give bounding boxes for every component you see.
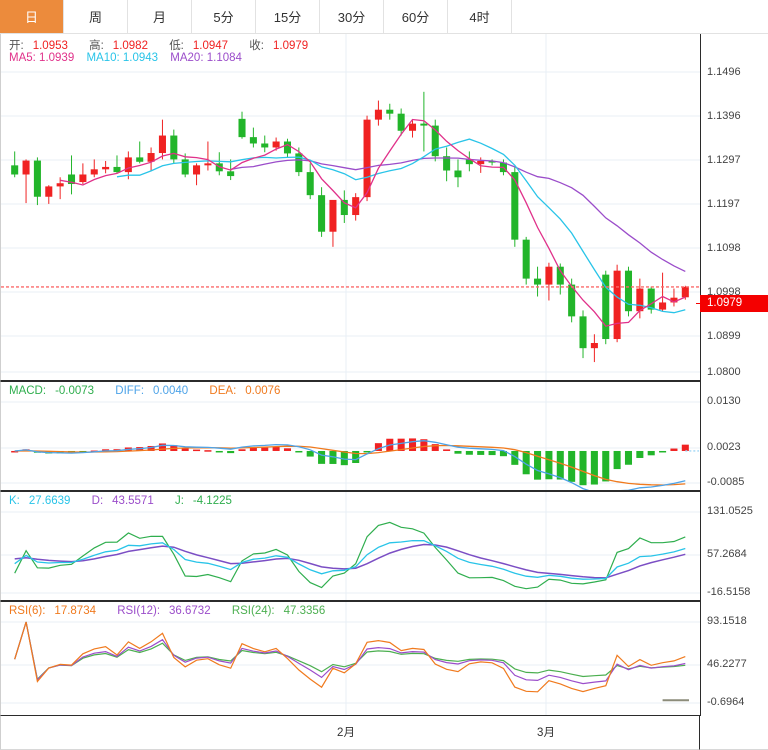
x-axis-right-pad <box>700 716 768 750</box>
tab-60min[interactable]: 60分 <box>384 0 448 33</box>
ma20-value: 1.1084 <box>206 52 242 64</box>
tab-month[interactable]: 月 <box>128 0 192 33</box>
x-axis: 2月 3月 <box>0 716 700 750</box>
tab-label: 月 <box>152 10 166 25</box>
tab-15min[interactable]: 15分 <box>256 0 320 33</box>
kdj-axis-label: 131.0525 <box>707 505 753 517</box>
price-axis-label: 1.1396 <box>707 110 741 122</box>
tab-day[interactable]: 日 <box>0 0 64 33</box>
ma5-label: MA5: <box>9 52 36 64</box>
tab-label: 30分 <box>337 10 366 25</box>
price-panel[interactable]: 开: 1.0953 高: 1.0982 低: 1.0947 收: 1.0979 MA5:… <box>0 34 700 381</box>
macd-axis-label: 0.0130 <box>707 395 741 407</box>
chart-frame: 开: 1.0953 高: 1.0982 低: 1.0947 收: 1.0979 MA5:… <box>0 34 768 750</box>
kdj-axis: 131.0525 57.2684 -16.5158 <box>700 491 768 601</box>
rsi-axis-label: 46.2277 <box>707 658 747 670</box>
tab-5min[interactable]: 5分 <box>192 0 256 33</box>
ma10-label: MA10: <box>86 52 120 64</box>
price-axis-label: 1.0899 <box>707 330 741 342</box>
price-axis: 1.1496 1.1396 1.1297 1.1197 1.1098 1.099… <box>700 34 768 381</box>
macd-axis-label: 0.0023 <box>707 441 741 453</box>
price-axis-label: 1.1496 <box>707 66 741 78</box>
tab-30min[interactable]: 30分 <box>320 0 384 33</box>
rsi-chart-svg <box>1 602 700 715</box>
rsi-axis-label: -0.6964 <box>707 696 745 708</box>
ma10-value: 1.0943 <box>122 52 159 64</box>
rsi-axis: 93.1518 46.2277 -0.6964 <box>700 601 768 716</box>
price-axis-label: 1.1098 <box>707 242 741 254</box>
tab-label: 60分 <box>401 10 430 25</box>
rsi-panel[interactable]: RSI(6): 17.8734 RSI(12): 36.6732 RSI(24): 4… <box>0 601 700 716</box>
tab-label: 日 <box>24 10 38 25</box>
ma5-value: 1.0939 <box>39 52 75 64</box>
price-axis-label: 1.0800 <box>707 366 741 378</box>
tab-4hour[interactable]: 4时 <box>448 0 512 33</box>
ma-legend: MA5: 1.0939 MA10: 1.0943 MA20: 1.1084 <box>9 52 251 64</box>
x-axis-label: 3月 <box>537 727 555 739</box>
current-price-tag: 1.0979 <box>696 295 768 312</box>
tab-bar-filler <box>512 0 768 33</box>
kdj-axis-label: -16.5158 <box>707 586 751 598</box>
kdj-chart-svg <box>1 492 700 600</box>
price-chart-svg <box>1 34 700 380</box>
macd-panel[interactable]: MACD: -0.0073 DIFF: 0.0040 DEA: 0.0076 <box>0 381 700 491</box>
tab-label: 5分 <box>213 10 234 25</box>
rsi-axis-label: 93.1518 <box>707 615 747 627</box>
price-axis-label: 1.1297 <box>707 154 741 166</box>
period-tab-bar: 日 周 月 5分 15分 30分 60分 4时 <box>0 0 768 34</box>
tab-label: 4时 <box>469 10 490 25</box>
kdj-panel[interactable]: K: 27.6639 D: 43.5571 J: -4.1225 <box>0 491 700 601</box>
macd-chart-svg <box>1 382 700 490</box>
macd-axis: 0.0130 0.0023 -0.0085 <box>700 381 768 491</box>
macd-axis-label: -0.0085 <box>707 476 745 488</box>
price-axis-label: 1.1197 <box>707 198 740 210</box>
tab-label: 15分 <box>273 10 302 25</box>
x-axis-label: 2月 <box>337 727 355 739</box>
kdj-axis-label: 57.2684 <box>707 548 747 560</box>
tab-week[interactable]: 周 <box>64 0 128 33</box>
ma20-label: MA20: <box>170 52 204 64</box>
tab-label: 周 <box>88 10 102 25</box>
